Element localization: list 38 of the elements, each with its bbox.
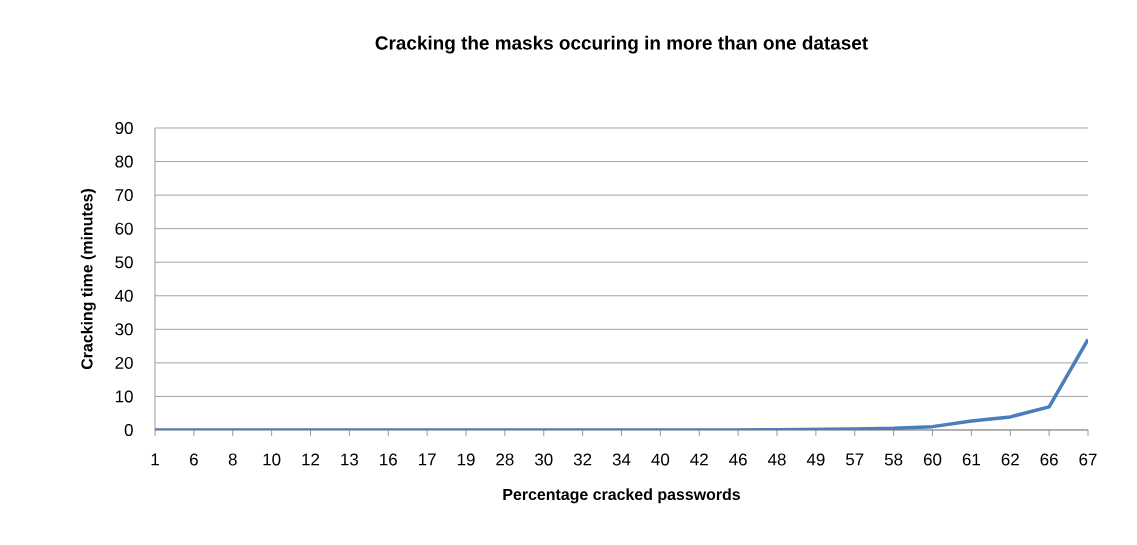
y-tick-label: 10 — [115, 390, 133, 403]
x-tick-label: 60 — [923, 453, 942, 466]
x-tick-label: 32 — [573, 453, 592, 466]
x-tick-label: 40 — [651, 453, 670, 466]
x-tick-label: 46 — [729, 453, 747, 466]
x-tick-label: 58 — [884, 453, 903, 466]
y-axis-title: Cracking time (minutes) — [80, 189, 96, 370]
x-tick-label: 66 — [1040, 453, 1058, 466]
y-tick-label: 70 — [115, 189, 133, 202]
x-tick-label: 6 — [190, 453, 198, 466]
x-tick-label: 16 — [380, 453, 397, 466]
x-tick-label: 30 — [534, 453, 553, 466]
y-tick-label: 60 — [115, 222, 133, 235]
x-tick-label: 49 — [806, 453, 825, 466]
x-tick-label: 8 — [228, 453, 237, 466]
x-tick-label: 48 — [767, 453, 786, 466]
y-tick-label: 90 — [115, 121, 133, 134]
x-tick-label: 13 — [341, 453, 359, 466]
x-tick-label: 17 — [419, 453, 436, 466]
x-tick-label: 67 — [1079, 453, 1097, 466]
x-tick-label: 34 — [612, 453, 631, 466]
y-tick-label: 30 — [115, 323, 133, 336]
x-tick-label: 1 — [151, 453, 159, 466]
x-tick-label: 28 — [496, 453, 514, 466]
x-tick-label: 61 — [962, 453, 980, 466]
x-tick-label: 62 — [1001, 453, 1019, 466]
y-tick-label: 0 — [124, 423, 133, 436]
chart-title: Cracking the masks occuring in more than one dataset — [375, 35, 868, 54]
x-tick-label: 12 — [302, 453, 320, 466]
y-tick-label: 40 — [115, 289, 133, 302]
y-tick-label: 80 — [115, 155, 133, 168]
y-tick-label: 50 — [115, 256, 133, 269]
x-tick-label: 57 — [846, 453, 864, 466]
x-tick-label: 10 — [263, 453, 281, 466]
y-tick-label: 20 — [115, 356, 133, 369]
x-tick-label: 19 — [457, 453, 475, 466]
x-axis-title: Percentage cracked passwords — [503, 488, 740, 504]
x-tick-label: 42 — [690, 453, 708, 466]
